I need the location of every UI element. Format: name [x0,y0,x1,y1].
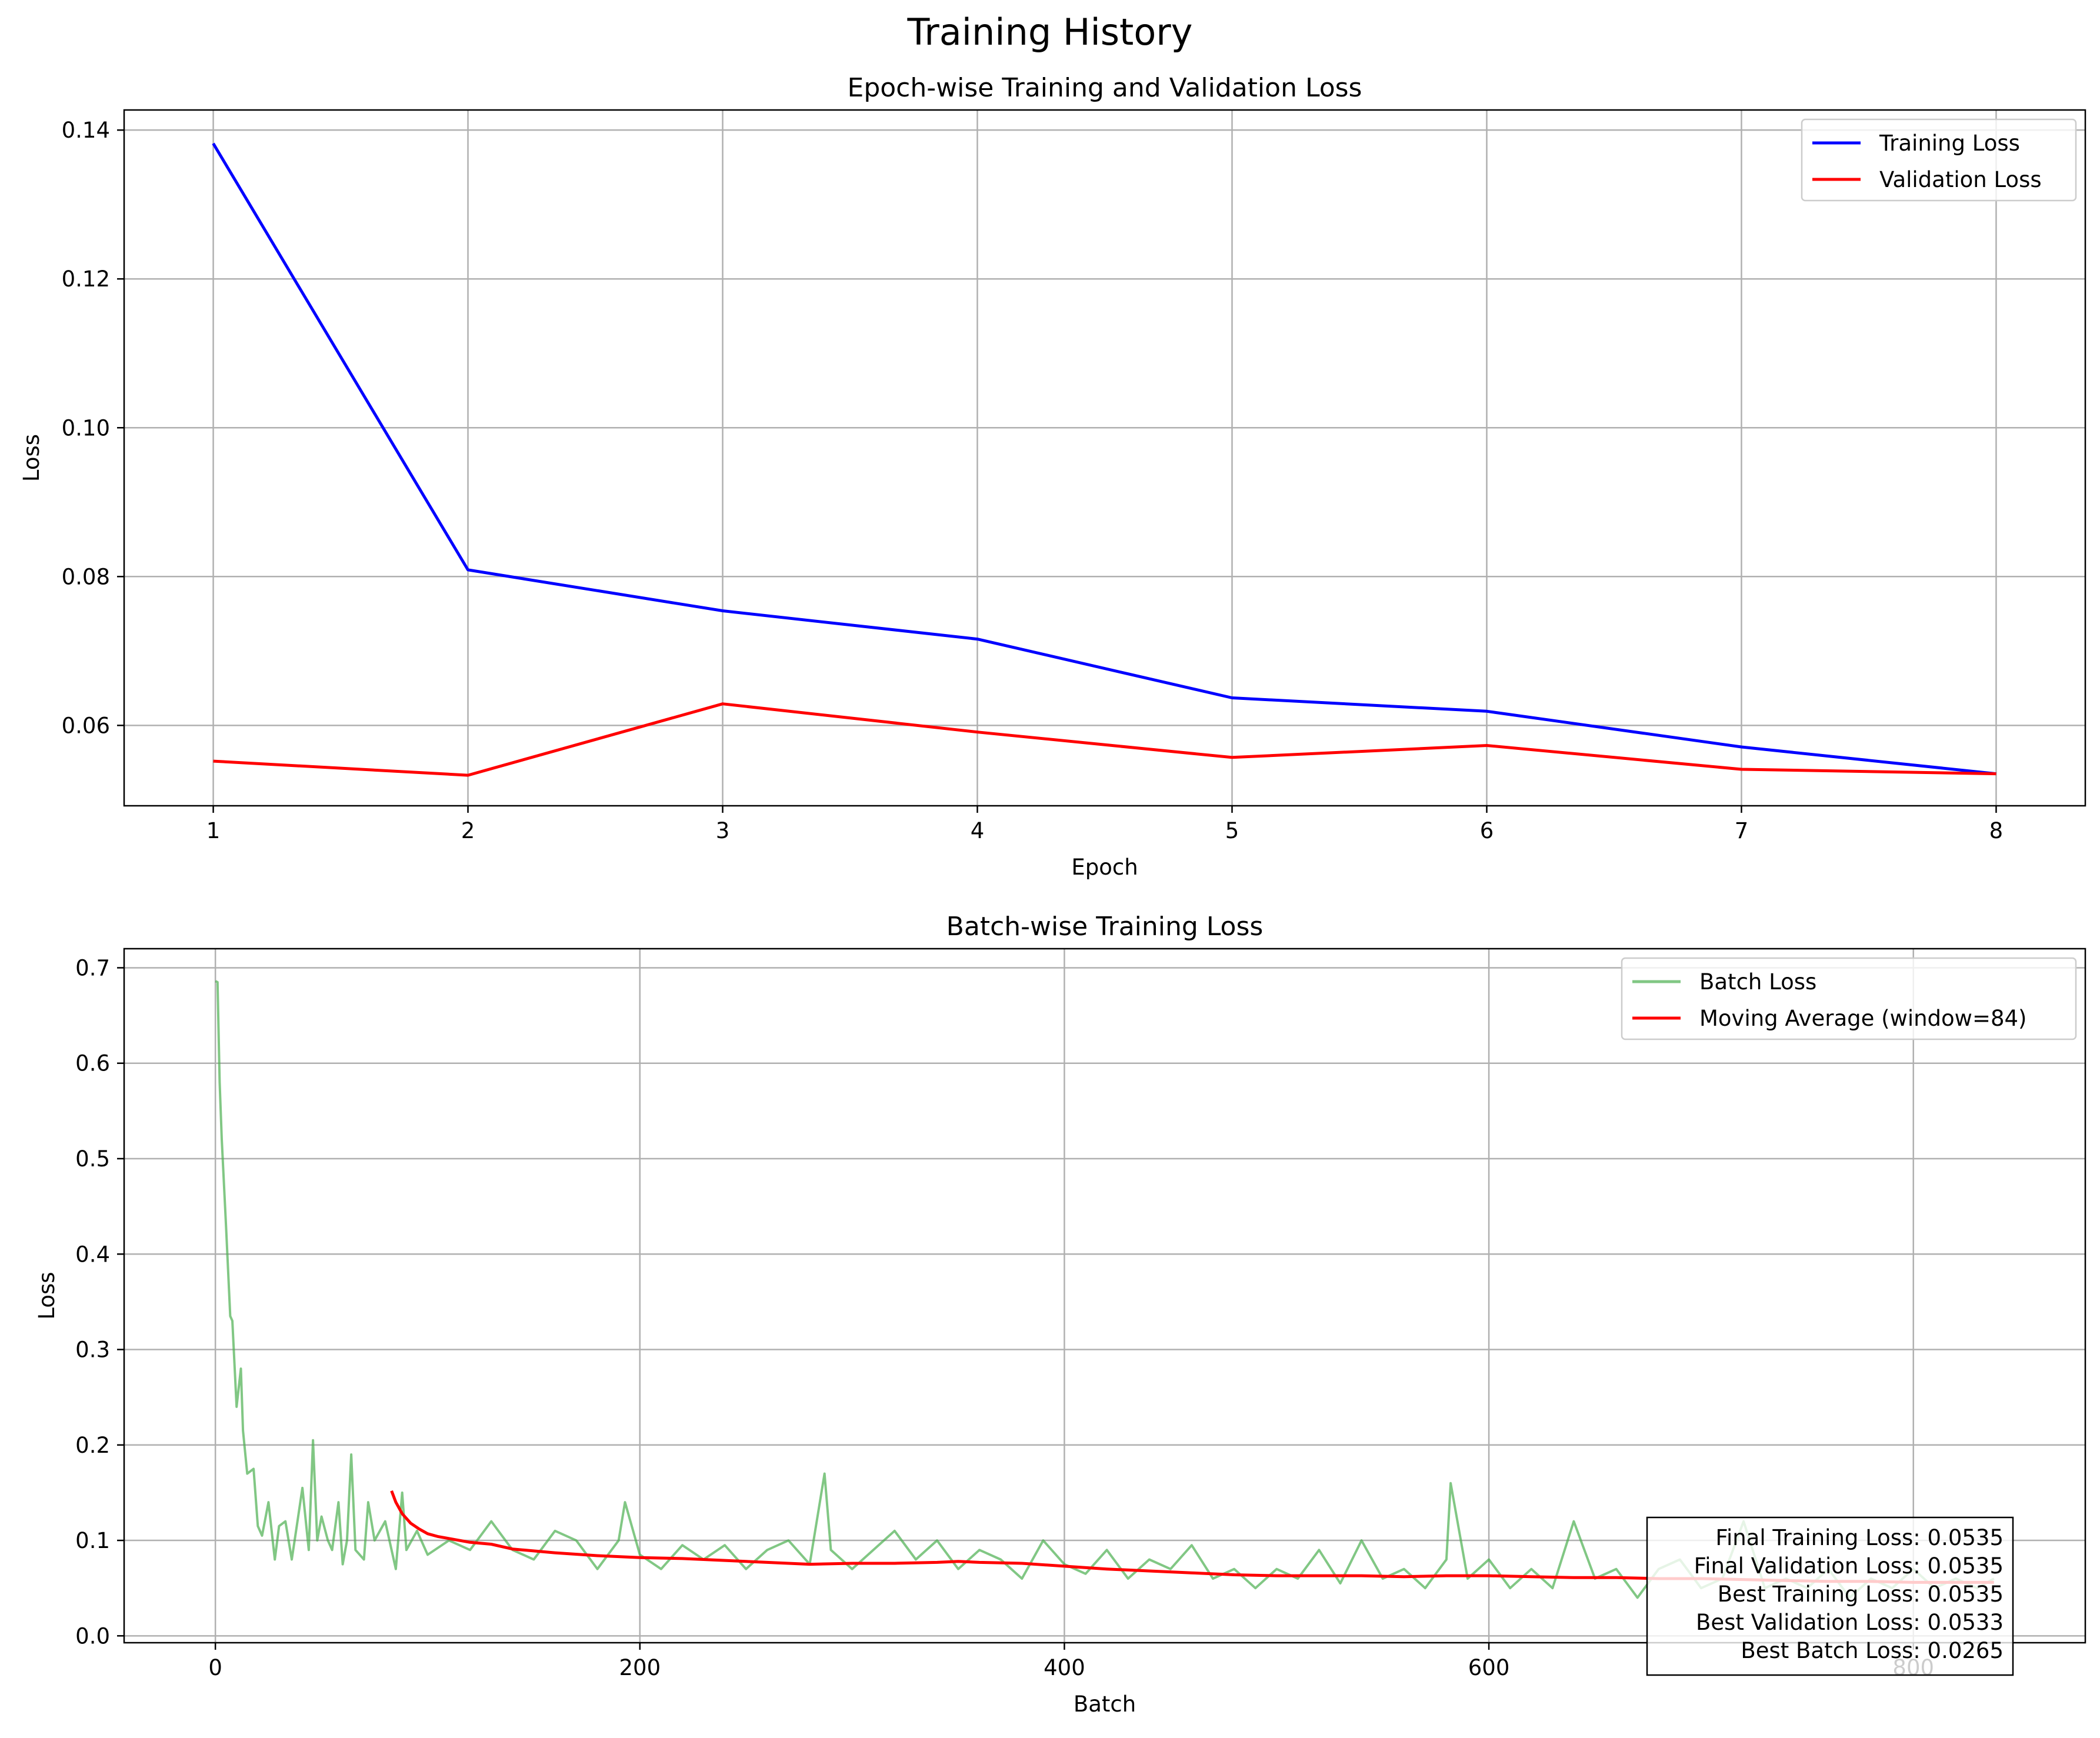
x-axis-label: Epoch [1071,855,1138,880]
x-tick-label: 5 [1225,818,1239,843]
x-tick-label: 400 [1044,1655,1085,1680]
plot-frame [123,109,2086,807]
x-tick-label: 0 [208,1655,222,1680]
figure-title: Training History [907,11,1193,54]
legend: Training Loss Validation Loss [1801,118,2077,202]
y-axis-label: Loss [19,434,44,482]
y-tick-label: 0.06 [62,713,110,738]
series-line-secondary [213,702,1996,777]
y-tick-label: 0.14 [62,118,110,143]
series-line-primary [212,142,1996,776]
x-tick-label: 8 [1989,818,2004,843]
stats-line: Best Training Loss: 0.0535 [1718,1582,2004,1607]
y-tick-label: 0.1 [75,1528,110,1553]
y-tick-label: 0.6 [75,1051,110,1076]
y-tick-label: 0.5 [75,1146,110,1172]
y-tick-label: 0.2 [75,1433,110,1458]
stats-box [1646,1516,2014,1676]
stats-line: Final Validation Loss: 0.0535 [1694,1553,2004,1579]
x-tick-label: 7 [1735,818,1749,843]
y-tick-label: 0.7 [75,955,110,980]
stats-annotation: Final Training Loss: 0.0535 Final Validat… [1646,1516,2014,1676]
y-tick-label: 0.0 [75,1623,110,1649]
x-tick-label: 6 [1480,818,1494,843]
y-tick-label: 0.4 [75,1242,110,1267]
y-tick-label: 0.08 [62,564,110,589]
legend-label: Moving Average (window=84) [1699,1006,2026,1031]
x-tick-label: 2 [461,818,475,843]
subplot-title: Batch-wise Training Loss [946,912,1264,942]
batch-loss-panel: 02004006008000.00.10.20.30.40.50.60.7Bat… [34,912,2086,1717]
legend-box [1801,118,2077,202]
x-tick-label: 1 [206,818,221,843]
stats-line: Best Validation Loss: 0.0533 [1696,1610,2004,1635]
x-tick-label: 600 [1468,1655,1510,1680]
stats-line: Final Training Loss: 0.0535 [1715,1525,2004,1550]
x-axis-label: Batch [1074,1692,1136,1717]
legend-label: Batch Loss [1699,969,1816,995]
series-line-primary [215,980,1995,1599]
y-tick-label: 0.3 [75,1337,110,1363]
y-axis-label: Loss [34,1272,59,1319]
y-tick-label: 0.10 [62,415,110,441]
plot-frame [123,948,2086,1644]
legend-box [1621,957,2077,1040]
legend-label: Training Loss [1879,131,2020,156]
subplot-title: Epoch-wise Training and Validation Loss [848,73,1362,103]
epoch-loss-panel: 1 2 3 4 5 6 7 8 0.06 0.08 0.10 0.12 0.14 Epoch-wise T… [19,73,2086,880]
x-tick-label: 4 [971,818,985,843]
legend-label: Validation Loss [1879,167,2042,192]
stats-line: Best Batch Loss: 0.0265 [1741,1638,2004,1663]
legend: Batch Loss Moving Average (window=84) [1621,957,2077,1040]
y-tick-label: 0.12 [62,266,110,292]
x-tick-label: 200 [619,1655,661,1680]
x-tick-label: 3 [716,818,730,843]
